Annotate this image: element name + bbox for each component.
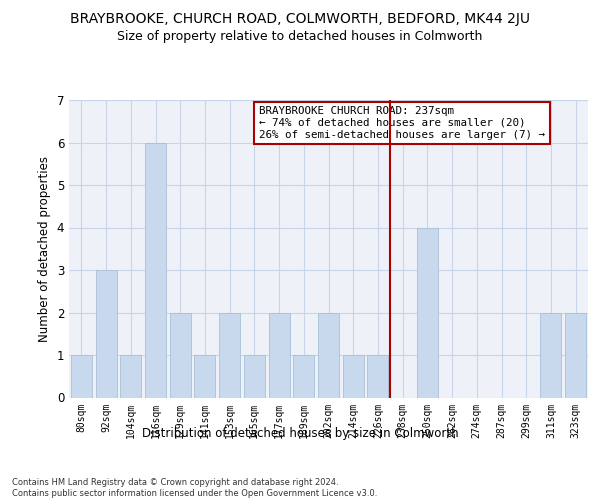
Bar (565, 312, 586, 398)
Text: Distribution of detached houses by size in Colmworth: Distribution of detached houses by size … (142, 428, 458, 440)
Y-axis label: Number of detached properties: Number of detached properties (38, 156, 51, 342)
Bar (95, 270, 116, 398)
Bar (170, 312, 191, 398)
Bar (367, 355, 388, 398)
Text: BRAYBROOKE CHURCH ROAD: 237sqm
← 74% of detached houses are smaller (20)
26% of : BRAYBROOKE CHURCH ROAD: 237sqm ← 74% of … (259, 106, 545, 140)
Bar (417, 228, 438, 398)
Bar (219, 312, 240, 398)
Bar (541, 312, 562, 398)
Bar (120, 355, 141, 398)
Bar (71, 355, 92, 398)
Text: Contains HM Land Registry data © Crown copyright and database right 2024.
Contai: Contains HM Land Registry data © Crown c… (12, 478, 377, 498)
Bar (244, 355, 265, 398)
Text: Size of property relative to detached houses in Colmworth: Size of property relative to detached ho… (118, 30, 482, 43)
Bar (343, 355, 364, 398)
Bar (269, 312, 290, 398)
Bar (145, 142, 166, 398)
Bar (318, 312, 339, 398)
Text: BRAYBROOKE, CHURCH ROAD, COLMWORTH, BEDFORD, MK44 2JU: BRAYBROOKE, CHURCH ROAD, COLMWORTH, BEDF… (70, 12, 530, 26)
Bar (293, 355, 314, 398)
Bar (194, 355, 215, 398)
